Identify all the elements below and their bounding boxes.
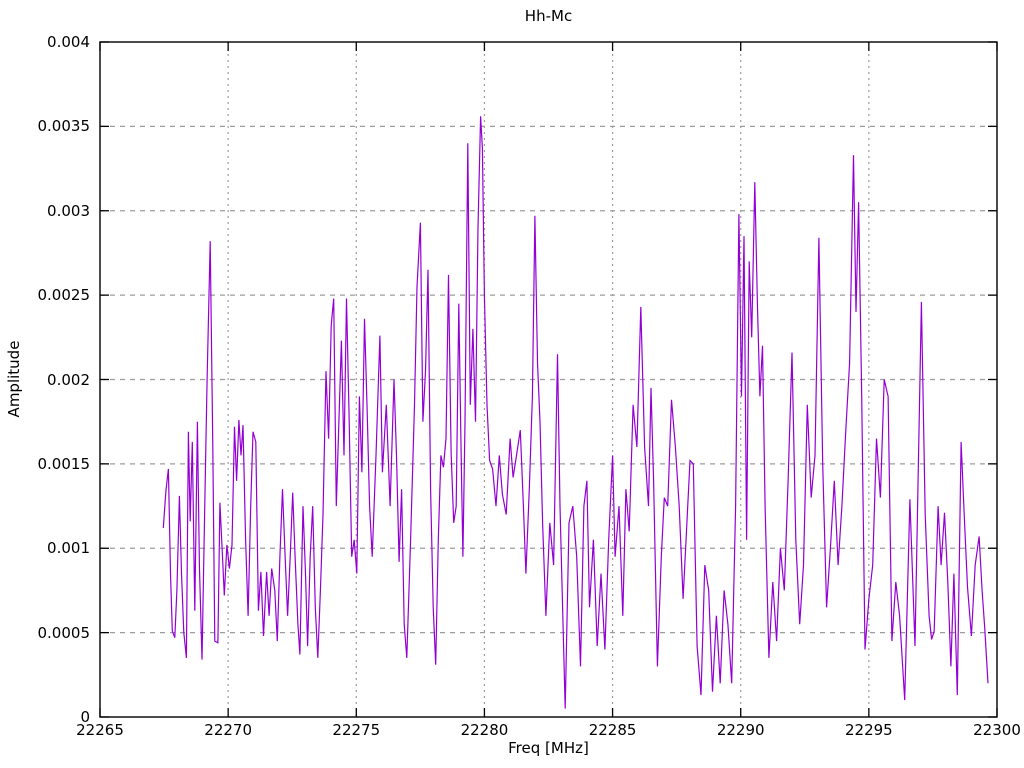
y-tick-label: 0.0005 [37, 623, 91, 642]
chart-title: Hh-Mc [524, 7, 573, 25]
plot-border [99, 41, 998, 718]
y-tick-label: 0.0025 [37, 286, 91, 305]
y-tick-label: 0.003 [47, 201, 90, 220]
x-tick-label: 22280 [460, 721, 509, 739]
y-tick-label: 0.001 [47, 539, 90, 558]
x-tick-label: 22300 [973, 721, 1021, 739]
y-tick-label: 0.002 [47, 370, 90, 389]
x-tick-label: 22290 [716, 721, 765, 739]
y-tick-label: 0.004 [47, 33, 90, 51]
x-tick-label: 22275 [332, 721, 381, 739]
x-tick-label: 22295 [844, 721, 893, 739]
y-tick-label: 0 [80, 708, 90, 726]
x-tick-label: 22265 [76, 721, 124, 739]
x-tick-label: 22285 [588, 721, 637, 739]
x-tick-label: 22270 [204, 721, 252, 739]
data-line [162, 116, 989, 709]
y-tick-label: 0.0015 [37, 454, 91, 473]
x-axis-label: Freq [MHz] [508, 739, 589, 757]
y-tick-label: 0.0035 [37, 117, 91, 136]
